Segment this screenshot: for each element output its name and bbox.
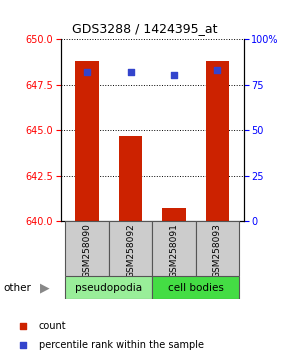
Bar xyxy=(162,209,186,221)
Text: count: count xyxy=(39,321,66,331)
FancyBboxPatch shape xyxy=(152,276,239,299)
FancyBboxPatch shape xyxy=(152,221,196,276)
FancyBboxPatch shape xyxy=(65,221,109,276)
Text: GSM258092: GSM258092 xyxy=(126,223,135,278)
Bar xyxy=(119,136,142,221)
Bar xyxy=(75,61,99,221)
FancyBboxPatch shape xyxy=(65,276,152,299)
Text: GSM258093: GSM258093 xyxy=(213,223,222,278)
Text: GSM258091: GSM258091 xyxy=(169,223,179,278)
Text: other: other xyxy=(3,282,31,293)
FancyBboxPatch shape xyxy=(196,221,239,276)
Point xyxy=(85,69,89,75)
Text: pseudopodia: pseudopodia xyxy=(75,282,142,293)
Text: GDS3288 / 1424395_at: GDS3288 / 1424395_at xyxy=(72,23,218,35)
Text: cell bodies: cell bodies xyxy=(168,282,224,293)
Bar xyxy=(206,61,229,221)
Point xyxy=(218,106,223,112)
Text: GSM258090: GSM258090 xyxy=(82,223,92,278)
FancyBboxPatch shape xyxy=(109,221,152,276)
Point xyxy=(218,280,223,285)
Text: ▶: ▶ xyxy=(40,281,50,294)
Point xyxy=(172,73,176,78)
Text: percentile rank within the sample: percentile rank within the sample xyxy=(39,340,204,350)
Point xyxy=(128,69,133,75)
Point xyxy=(215,67,220,73)
